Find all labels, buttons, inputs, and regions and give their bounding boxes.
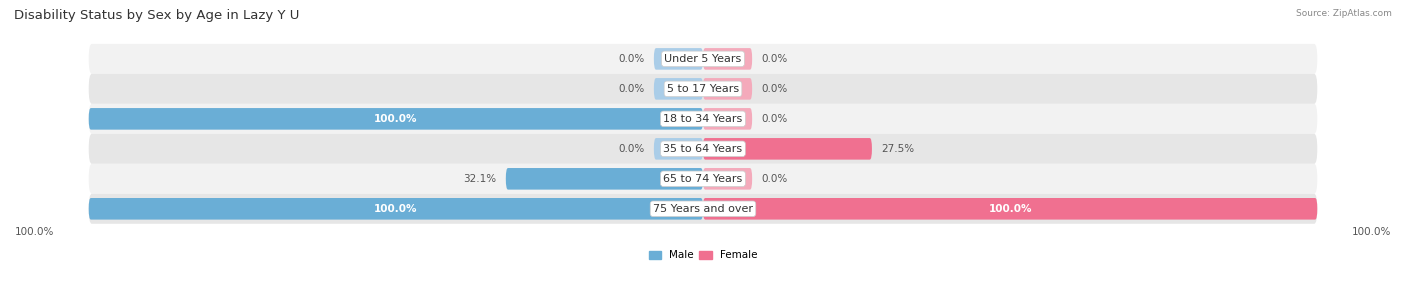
FancyBboxPatch shape — [89, 134, 1317, 164]
Text: 0.0%: 0.0% — [619, 84, 644, 94]
Text: 65 to 74 Years: 65 to 74 Years — [664, 174, 742, 184]
FancyBboxPatch shape — [703, 168, 752, 190]
Text: 0.0%: 0.0% — [619, 54, 644, 64]
Text: Disability Status by Sex by Age in Lazy Y U: Disability Status by Sex by Age in Lazy … — [14, 9, 299, 22]
Text: 100.0%: 100.0% — [374, 204, 418, 214]
FancyBboxPatch shape — [703, 198, 1317, 220]
Text: 75 Years and over: 75 Years and over — [652, 204, 754, 214]
FancyBboxPatch shape — [89, 104, 1317, 134]
Text: Source: ZipAtlas.com: Source: ZipAtlas.com — [1296, 9, 1392, 18]
Text: 0.0%: 0.0% — [619, 144, 644, 154]
Legend: Male, Female: Male, Female — [644, 246, 762, 265]
FancyBboxPatch shape — [506, 168, 703, 190]
FancyBboxPatch shape — [89, 108, 703, 130]
Text: 100.0%: 100.0% — [1351, 228, 1391, 237]
FancyBboxPatch shape — [654, 78, 703, 100]
Text: 0.0%: 0.0% — [762, 174, 787, 184]
FancyBboxPatch shape — [89, 198, 703, 220]
FancyBboxPatch shape — [703, 48, 752, 70]
Text: 100.0%: 100.0% — [374, 114, 418, 124]
Text: 35 to 64 Years: 35 to 64 Years — [664, 144, 742, 154]
FancyBboxPatch shape — [89, 74, 1317, 104]
FancyBboxPatch shape — [654, 48, 703, 70]
Text: 0.0%: 0.0% — [762, 114, 787, 124]
FancyBboxPatch shape — [654, 138, 703, 160]
Text: 100.0%: 100.0% — [15, 228, 55, 237]
Text: 0.0%: 0.0% — [762, 54, 787, 64]
Text: 5 to 17 Years: 5 to 17 Years — [666, 84, 740, 94]
FancyBboxPatch shape — [89, 44, 1317, 74]
Text: 18 to 34 Years: 18 to 34 Years — [664, 114, 742, 124]
FancyBboxPatch shape — [703, 138, 872, 160]
Text: 27.5%: 27.5% — [882, 144, 914, 154]
Text: 0.0%: 0.0% — [762, 84, 787, 94]
FancyBboxPatch shape — [89, 194, 1317, 224]
FancyBboxPatch shape — [89, 164, 1317, 194]
FancyBboxPatch shape — [703, 78, 752, 100]
Text: Under 5 Years: Under 5 Years — [665, 54, 741, 64]
FancyBboxPatch shape — [703, 108, 752, 130]
Text: 32.1%: 32.1% — [464, 174, 496, 184]
Text: 100.0%: 100.0% — [988, 204, 1032, 214]
